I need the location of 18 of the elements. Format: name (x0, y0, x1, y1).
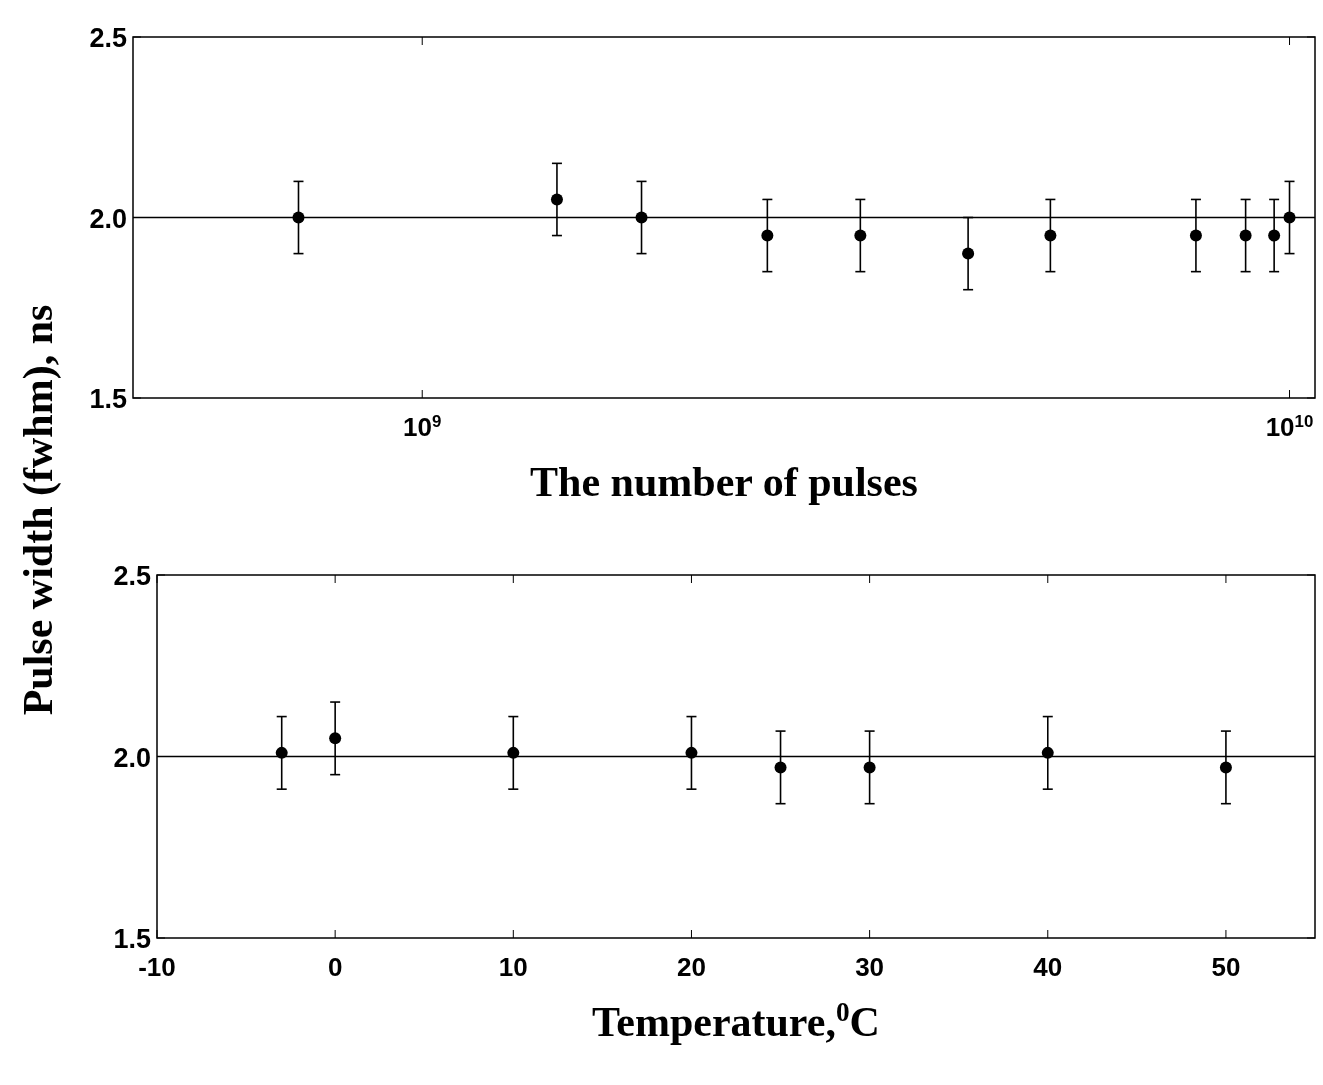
x-tick-label: 10$^{9}$ (403, 411, 442, 442)
x-tick-label: 0 (327, 952, 343, 982)
x-tick-label: 40 (1033, 952, 1063, 982)
x-tick-label: 30 (855, 952, 885, 982)
x-tick-label: 10$^{10}$ (1265, 411, 1314, 442)
y-tick-label: 2.5 (89, 23, 127, 53)
x-tick-label: 50 (1211, 952, 1241, 982)
x-axis-title: Temperature,$^{0}$C (592, 997, 880, 1045)
y-tick-label: 2.5 (113, 561, 151, 591)
x-tick-label: 10 (498, 952, 528, 982)
x-axis-title: The number of pulses (530, 459, 918, 505)
y-tick-label: 1.5 (89, 384, 127, 414)
x-tick-label: -10 (138, 952, 176, 982)
y-axis-title: Pulse width (fwhm), ns (15, 304, 62, 716)
y-tick-label: 2.0 (89, 203, 127, 234)
y-tick-label: 2.0 (113, 742, 151, 773)
y-tick-label: 1.5 (113, 924, 151, 954)
x-tick-label: 20 (677, 952, 706, 982)
